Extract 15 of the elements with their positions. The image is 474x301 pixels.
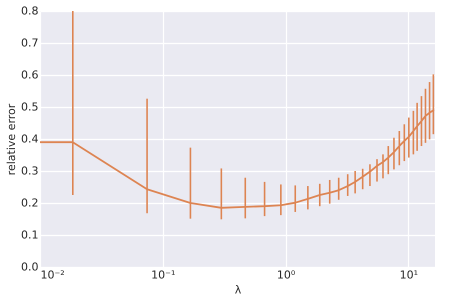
y-tick-label: 0.4 (21, 132, 38, 146)
y-tick-label: 0.8 (21, 4, 38, 18)
y-tick-label: 0.2 (21, 196, 38, 210)
y-tick-label: 0.5 (21, 100, 38, 114)
y-tick-label: 0.1 (21, 228, 38, 242)
y-tick-label: 0.3 (21, 164, 38, 178)
x-axis-title: λ (234, 284, 242, 296)
x-tick-label: 10¹ (400, 268, 418, 282)
x-tick-label: 10⁰ (276, 268, 296, 282)
y-axis-title: relative error (5, 103, 18, 176)
x-tick-label: 10⁻² (40, 268, 65, 282)
x-tick-label: 10⁻¹ (151, 268, 176, 282)
y-tick-label: 0.7 (21, 36, 38, 50)
y-tick-label: 0.6 (21, 68, 38, 82)
y-tick-label: 0.0 (21, 260, 38, 274)
